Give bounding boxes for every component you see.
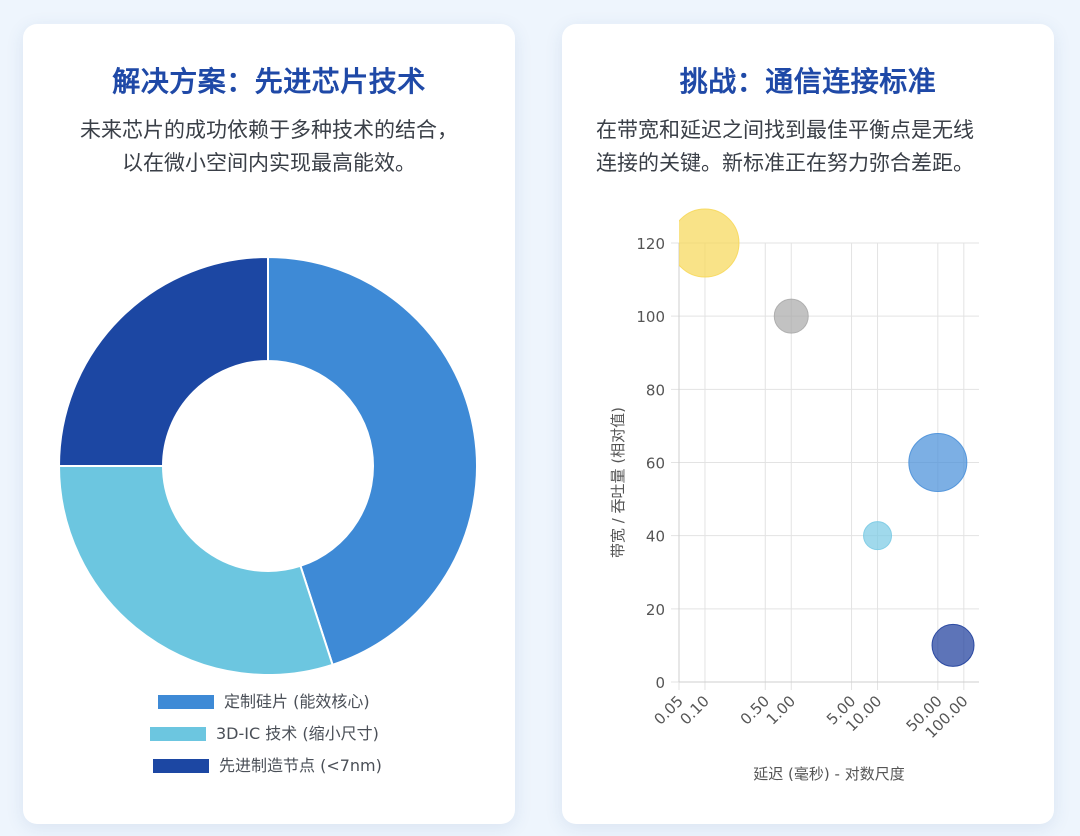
y-tick-label: 120 — [636, 235, 665, 253]
bubble-point-1[interactable] — [773, 298, 809, 334]
card-title: 挑战：通信连接标准 — [679, 65, 937, 98]
chip-solution-card: 解决方案：先进芯片技术 未来芯片的成功依赖于多种技术的结合， 以在微小空间内实现… — [23, 24, 515, 824]
legend-label: 先进制造节点 (<7nm) — [219, 756, 382, 775]
legend-swatch — [158, 695, 214, 709]
y-tick-label: 20 — [646, 601, 665, 619]
legend-swatch — [150, 727, 206, 741]
card-title: 解决方案：先进芯片技术 — [112, 65, 426, 98]
bubble-point-2[interactable] — [908, 433, 968, 492]
doughnut-slice-2[interactable] — [57, 255, 269, 467]
x-tick-label: 1.00 — [763, 692, 799, 728]
card-description: 未来芯片的成功依赖于多种技术的结合， 以在微小空间内实现最高能效。 — [43, 114, 495, 180]
description-line: 连接的关键。新标准正在努力弥合差距。 — [596, 151, 974, 175]
doughnut-chart — [57, 255, 478, 674]
y-tick-label: 0 — [655, 674, 665, 692]
y-tick-label: 100 — [636, 308, 665, 326]
bubble-point-4[interactable] — [931, 623, 975, 667]
x-axis-title: 延迟 (毫秒) - 对数尺度 — [753, 765, 904, 783]
y-axis-title: 带宽 / 吞吐量 (相对值) — [609, 407, 627, 558]
y-tick-label: 80 — [646, 381, 665, 399]
legend-swatch — [153, 759, 209, 773]
bubble-point-0[interactable] — [671, 208, 740, 278]
y-tick-label: 60 — [646, 455, 665, 473]
doughnut-slice-1[interactable] — [57, 465, 334, 674]
y-tick-label: 40 — [646, 528, 665, 546]
legend-label: 定制硅片 (能效核心) — [224, 692, 370, 711]
description-line: 在带宽和延迟之间找到最佳平衡点是无线 — [596, 118, 974, 142]
bubble-point-3[interactable] — [863, 521, 893, 551]
connectivity-challenge-card: 挑战：通信连接标准 在带宽和延迟之间找到最佳平衡点是无线 连接的关键。新标准正在… — [562, 24, 1054, 824]
card-description: 在带宽和延迟之间找到最佳平衡点是无线 连接的关键。新标准正在努力弥合差距。 — [596, 114, 1028, 180]
doughnut-slice-0[interactable] — [267, 255, 478, 667]
description-line: 未来芯片的成功依赖于多种技术的结合， — [80, 118, 458, 142]
x-tick-label: 0.10 — [676, 692, 712, 728]
legend-label: 3D-IC 技术 (缩小尺寸) — [216, 724, 379, 743]
description-line: 以在微小空间内实现最高能效。 — [122, 151, 416, 175]
